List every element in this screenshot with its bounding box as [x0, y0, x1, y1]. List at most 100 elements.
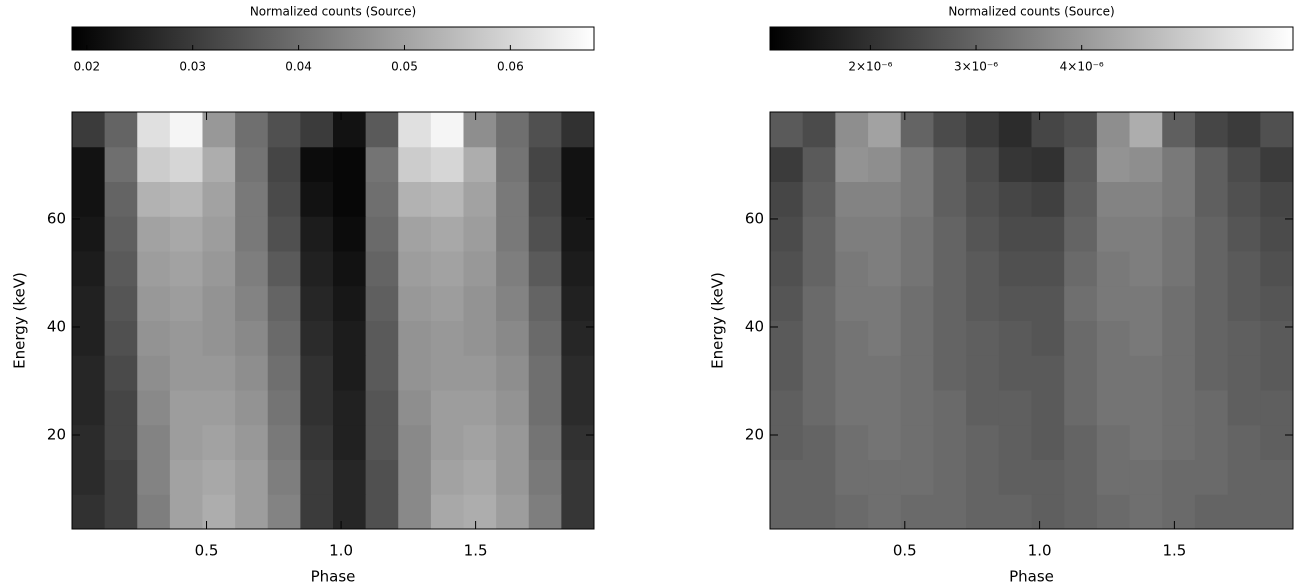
- heatmap-cell: [933, 146, 967, 182]
- heatmap-cell: [300, 181, 334, 217]
- heatmap-cell: [868, 181, 902, 217]
- heatmap-cell: [496, 251, 530, 287]
- heatmap-cell: [770, 459, 804, 495]
- heatmap-cell: [868, 459, 902, 495]
- heatmap-cell: [398, 146, 432, 182]
- heatmap-cell: [300, 355, 334, 391]
- heatmap-cell: [72, 424, 106, 460]
- heatmap-cell: [463, 320, 497, 356]
- heatmap-cell: [430, 112, 464, 148]
- heatmap-cell: [1064, 494, 1098, 530]
- heatmap-cell: [104, 320, 138, 356]
- heatmap-cell: [72, 459, 106, 495]
- heatmap-cell: [430, 320, 464, 356]
- heatmap-cell: [1227, 285, 1261, 321]
- heatmap-cell: [802, 285, 836, 321]
- heatmap-cell: [998, 355, 1032, 391]
- heatmap-cell: [267, 494, 301, 530]
- heatmap-cell: [267, 459, 301, 495]
- heatmap-cell: [496, 285, 530, 321]
- x-tick-label: 1.0: [1028, 542, 1052, 560]
- heatmap-cell: [933, 459, 967, 495]
- heatmap-cell: [561, 320, 595, 356]
- heatmap-cell: [802, 424, 836, 460]
- heatmap-cell: [430, 251, 464, 287]
- heatmap-cell: [1260, 112, 1294, 148]
- heatmap-cell: [300, 494, 334, 530]
- heatmap-cell: [267, 424, 301, 460]
- heatmap-cell: [202, 112, 236, 148]
- heatmap-cell: [868, 251, 902, 287]
- heatmap-cell: [1260, 355, 1294, 391]
- heatmap-cell: [1129, 390, 1163, 426]
- heatmap-cell: [202, 320, 236, 356]
- heatmap-cell: [300, 285, 334, 321]
- x-tick-label: 1.5: [1162, 542, 1186, 560]
- heatmap-cell: [561, 112, 595, 148]
- heatmap-cell: [1194, 146, 1229, 182]
- heatmap-cell: [398, 320, 432, 356]
- heatmap-cell: [998, 285, 1032, 321]
- heatmap-cell: [365, 251, 399, 287]
- heatmap-cell: [1064, 285, 1098, 321]
- heatmap-cell: [802, 181, 836, 217]
- heatmap-cell: [1260, 390, 1294, 426]
- heatmap-cell: [137, 216, 171, 252]
- y-tick-label: 20: [745, 426, 764, 444]
- heatmap-cell: [1031, 355, 1065, 391]
- heatmap-cell: [235, 390, 269, 426]
- heatmap-cell: [528, 251, 562, 287]
- heatmap-cell: [463, 459, 497, 495]
- heatmap-cell: [868, 320, 902, 356]
- heatmap-cell: [398, 494, 432, 530]
- heatmap-cell: [528, 146, 562, 182]
- heatmap-cell: [561, 459, 595, 495]
- heatmap-cell: [463, 181, 497, 217]
- heatmap-cell: [1194, 459, 1229, 495]
- heatmap-cell: [235, 216, 269, 252]
- heatmap-cell: [1064, 355, 1098, 391]
- heatmap-cell: [463, 494, 497, 530]
- heatmap-cell: [333, 146, 367, 182]
- heatmap-cell: [1096, 320, 1131, 356]
- heatmap-cell: [104, 494, 138, 530]
- heatmap-cell: [966, 181, 1000, 217]
- heatmap-cell: [802, 355, 836, 391]
- heatmap-cell: [1194, 216, 1229, 252]
- heatmap-cell: [1096, 459, 1131, 495]
- heatmap-cell: [998, 181, 1032, 217]
- colorbar-tick-label: 4×10⁻⁶: [1060, 60, 1104, 74]
- heatmap-cell: [169, 320, 203, 356]
- heatmap-cell: [1260, 494, 1294, 530]
- heatmap-cell: [235, 494, 269, 530]
- heatmap-cell: [868, 216, 902, 252]
- heatmap-cell: [868, 355, 902, 391]
- colorbar-tick-label: 3×10⁻⁶: [954, 60, 998, 74]
- heatmap-cell: [267, 390, 301, 426]
- heatmap-cell: [202, 146, 236, 182]
- heatmap-cell: [1194, 181, 1229, 217]
- heatmap-cell: [802, 494, 836, 530]
- heatmap-cell: [430, 181, 464, 217]
- heatmap-cell: [966, 251, 1000, 287]
- heatmap-cell: [770, 112, 804, 148]
- heatmap-cell: [802, 251, 836, 287]
- heatmap-cell: [900, 146, 934, 182]
- heatmap-cell: [267, 216, 301, 252]
- heatmap-cell: [202, 251, 236, 287]
- heatmap-cell: [770, 494, 804, 530]
- heatmap-cell: [561, 216, 595, 252]
- heatmap-cell: [966, 146, 1000, 182]
- heatmap-cell: [137, 285, 171, 321]
- colorbar-label: Normalized counts (Source): [250, 5, 416, 19]
- heatmap-cell: [300, 424, 334, 460]
- heatmap-cell: [900, 320, 934, 356]
- heatmap-cell: [430, 424, 464, 460]
- heatmap-cell: [463, 112, 497, 148]
- heatmap-cell: [835, 251, 869, 287]
- heatmap-cell: [1194, 251, 1229, 287]
- heatmap-cell: [998, 146, 1032, 182]
- heatmap-cell: [1031, 285, 1065, 321]
- heatmap-cell: [169, 424, 203, 460]
